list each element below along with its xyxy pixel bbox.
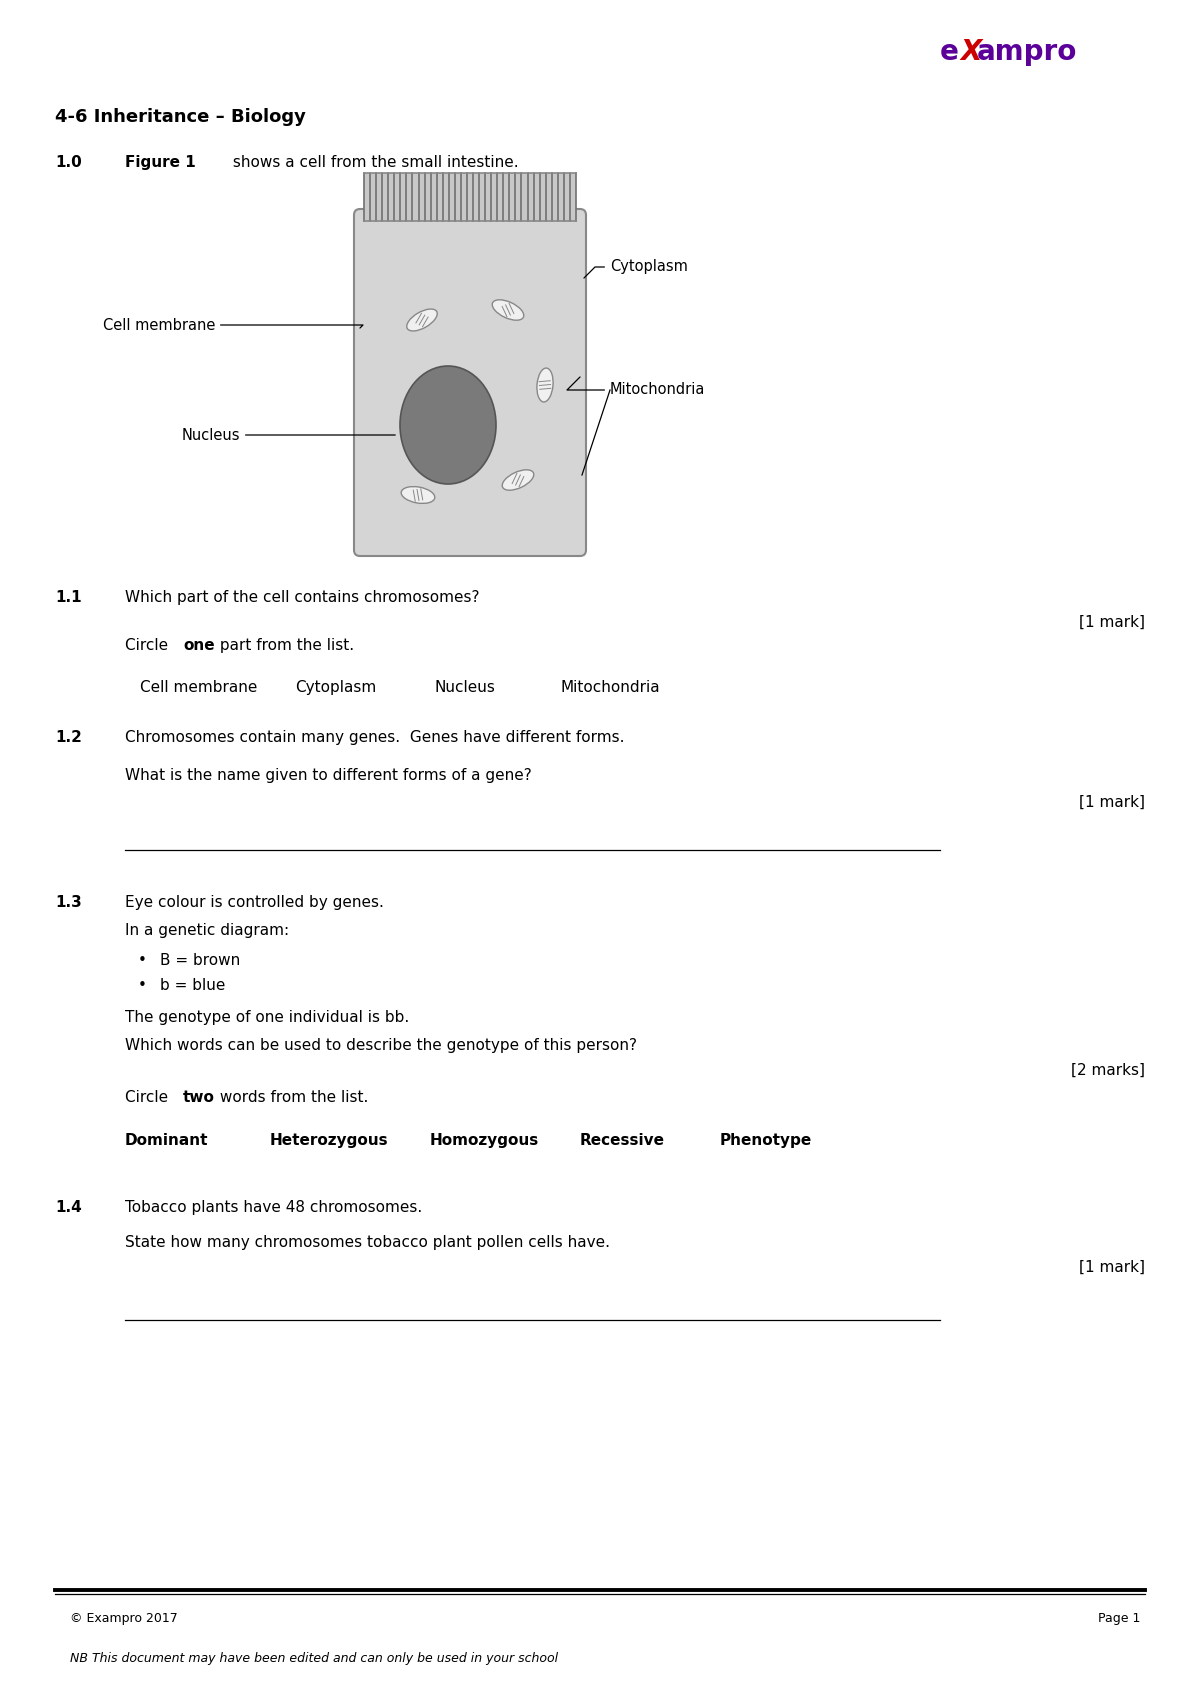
- Bar: [364, 173, 576, 220]
- Ellipse shape: [503, 470, 534, 490]
- Text: 1.1: 1.1: [55, 590, 82, 605]
- Ellipse shape: [407, 309, 437, 331]
- Text: Homozygous: Homozygous: [430, 1133, 539, 1148]
- Text: part from the list.: part from the list.: [215, 638, 354, 653]
- Text: Which words can be used to describe the genotype of this person?: Which words can be used to describe the …: [125, 1038, 637, 1053]
- Text: Page 1: Page 1: [1098, 1611, 1140, 1625]
- FancyBboxPatch shape: [354, 209, 586, 556]
- Ellipse shape: [401, 487, 434, 504]
- Text: ampro: ampro: [977, 37, 1078, 66]
- Text: The genotype of one individual is bb.: The genotype of one individual is bb.: [125, 1011, 409, 1024]
- Text: Cell membrane: Cell membrane: [140, 680, 257, 695]
- Text: [1 mark]: [1 mark]: [1079, 616, 1145, 629]
- Text: two: two: [182, 1091, 215, 1106]
- Text: In a genetic diagram:: In a genetic diagram:: [125, 923, 289, 938]
- Text: Nucleus: Nucleus: [181, 427, 395, 443]
- Text: [1 mark]: [1 mark]: [1079, 1260, 1145, 1275]
- Text: 1.2: 1.2: [55, 729, 82, 745]
- Text: Eye colour is controlled by genes.: Eye colour is controlled by genes.: [125, 895, 384, 911]
- Text: Heterozygous: Heterozygous: [270, 1133, 389, 1148]
- Text: Chromosomes contain many genes.  Genes have different forms.: Chromosomes contain many genes. Genes ha…: [125, 729, 624, 745]
- Ellipse shape: [400, 366, 496, 483]
- Text: [2 marks]: [2 marks]: [1072, 1063, 1145, 1079]
- Text: 1.3: 1.3: [55, 895, 82, 911]
- Text: X: X: [960, 37, 982, 66]
- Text: Cytoplasm: Cytoplasm: [584, 259, 688, 278]
- Text: 1.0: 1.0: [55, 154, 82, 170]
- Text: 1.4: 1.4: [55, 1201, 82, 1214]
- Text: Cell membrane: Cell membrane: [103, 317, 364, 332]
- Text: Figure 1: Figure 1: [461, 193, 539, 210]
- Ellipse shape: [536, 368, 553, 402]
- Text: Dominant: Dominant: [125, 1133, 209, 1148]
- Text: Circle: Circle: [125, 1091, 173, 1106]
- Text: Cytoplasm: Cytoplasm: [295, 680, 377, 695]
- Text: Circle: Circle: [125, 638, 173, 653]
- Text: 4-6 Inheritance – Biology: 4-6 Inheritance – Biology: [55, 109, 306, 126]
- Text: NB This document may have been edited and can only be used in your school: NB This document may have been edited an…: [70, 1652, 558, 1665]
- Text: Which part of the cell contains chromosomes?: Which part of the cell contains chromoso…: [125, 590, 480, 605]
- Text: Tobacco plants have 48 chromosomes.: Tobacco plants have 48 chromosomes.: [125, 1201, 422, 1214]
- Ellipse shape: [492, 300, 523, 321]
- Text: e: e: [940, 37, 959, 66]
- Text: •: •: [138, 979, 146, 992]
- Text: © Exampro 2017: © Exampro 2017: [70, 1611, 178, 1625]
- Text: b = blue: b = blue: [160, 979, 226, 992]
- Text: B = brown: B = brown: [160, 953, 240, 968]
- Text: shows a cell from the small intestine.: shows a cell from the small intestine.: [228, 154, 518, 170]
- Text: What is the name given to different forms of a gene?: What is the name given to different form…: [125, 768, 532, 784]
- Text: Recessive: Recessive: [580, 1133, 665, 1148]
- Text: Nucleus: Nucleus: [436, 680, 496, 695]
- Text: Figure 1: Figure 1: [125, 154, 196, 170]
- Text: [1 mark]: [1 mark]: [1079, 795, 1145, 811]
- Text: State how many chromosomes tobacco plant pollen cells have.: State how many chromosomes tobacco plant…: [125, 1235, 610, 1250]
- Text: words from the list.: words from the list.: [215, 1091, 368, 1106]
- Text: Phenotype: Phenotype: [720, 1133, 812, 1148]
- Text: •: •: [138, 953, 146, 968]
- Text: Mitochondria: Mitochondria: [560, 680, 660, 695]
- Text: one: one: [182, 638, 215, 653]
- Text: Mitochondria: Mitochondria: [568, 377, 706, 397]
